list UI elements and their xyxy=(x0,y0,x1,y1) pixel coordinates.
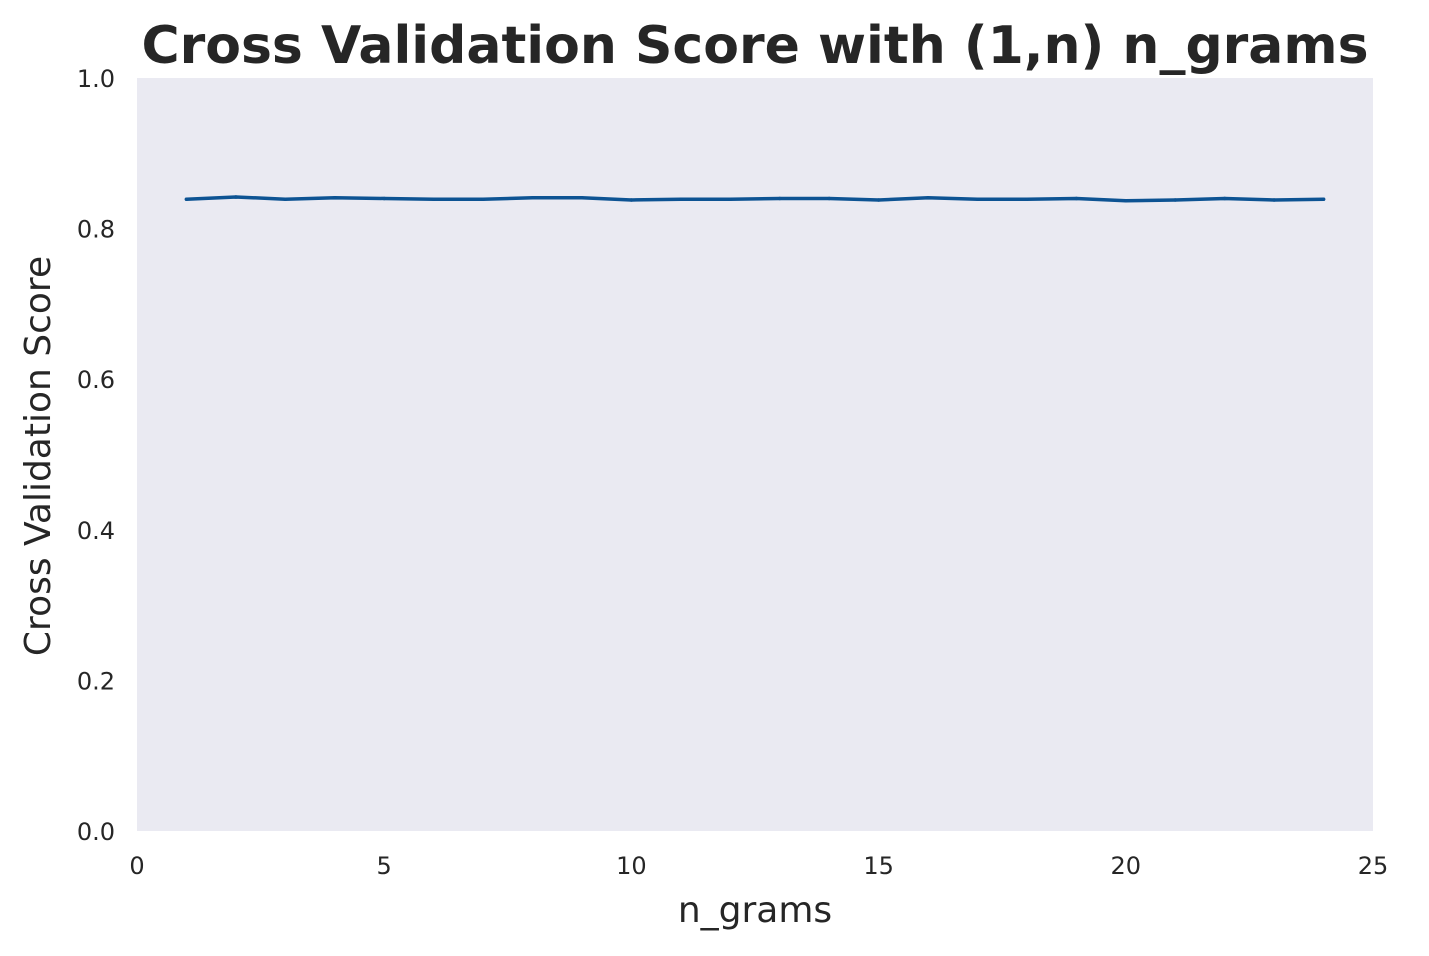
x-tick-label: 0 xyxy=(129,852,144,880)
y-axis-label: Cross Validation Score xyxy=(18,256,59,656)
x-tick-label: 20 xyxy=(1111,852,1142,880)
data-point xyxy=(679,197,683,201)
y-tick-label: 0.2 xyxy=(77,667,115,695)
x-tick-label: 5 xyxy=(377,852,392,880)
x-axis-label: n_grams xyxy=(678,890,832,931)
data-point xyxy=(333,195,337,200)
data-point xyxy=(1222,196,1227,201)
y-tick-label: 0.6 xyxy=(77,366,115,394)
data-point xyxy=(876,198,881,202)
data-point xyxy=(1025,197,1029,201)
data-points xyxy=(184,195,1326,203)
data-point xyxy=(777,196,782,201)
data-point xyxy=(975,197,980,201)
data-point xyxy=(580,195,584,200)
x-tick-label: 25 xyxy=(1358,852,1389,880)
data-point xyxy=(431,197,436,201)
data-point xyxy=(1321,197,1326,201)
data-point xyxy=(1173,198,1177,202)
chart-title: Cross Validation Score with (1,n) n_gram… xyxy=(141,16,1368,76)
y-axis-ticks: 0.0 0.2 0.4 0.6 0.8 1.0 xyxy=(77,65,115,846)
data-point xyxy=(530,195,535,200)
data-point xyxy=(283,197,288,201)
x-tick-label: 10 xyxy=(616,852,647,880)
data-point xyxy=(728,197,733,201)
series-line xyxy=(184,195,1326,203)
x-tick-label: 15 xyxy=(863,852,894,880)
data-point xyxy=(1272,198,1276,202)
y-tick-label: 0.4 xyxy=(77,517,115,545)
y-tick-label: 0.0 xyxy=(77,818,115,846)
y-tick-label: 0.8 xyxy=(77,216,115,244)
plot-area xyxy=(137,78,1373,831)
data-point xyxy=(1074,196,1079,201)
data-point xyxy=(827,196,831,201)
data-point xyxy=(382,196,386,201)
x-axis-ticks: 0 5 10 15 20 25 xyxy=(129,852,1388,880)
data-point xyxy=(629,198,634,202)
data-point xyxy=(481,197,485,201)
data-point xyxy=(1124,198,1128,203)
data-point xyxy=(926,195,930,200)
data-point xyxy=(184,197,189,201)
y-tick-label: 1.0 xyxy=(77,65,115,93)
data-point xyxy=(234,195,238,199)
